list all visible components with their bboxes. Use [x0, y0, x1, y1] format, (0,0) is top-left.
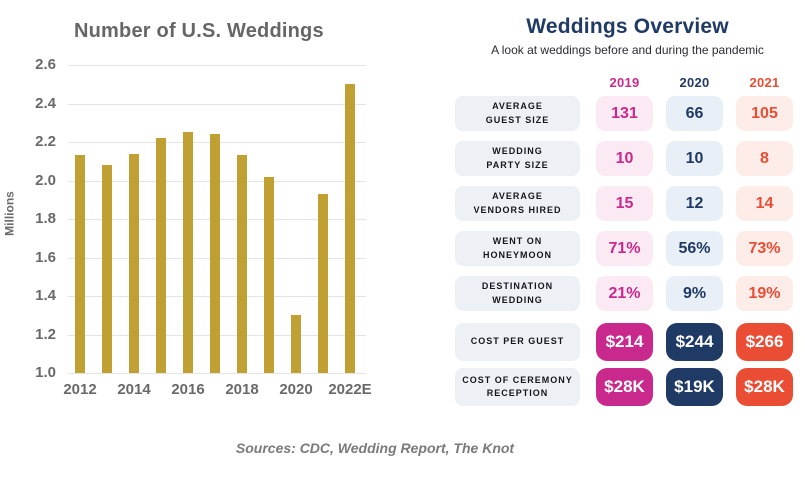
overview-title: Weddings Overview	[526, 15, 729, 38]
bar-2012	[75, 155, 85, 373]
value-cell-2019: 10	[596, 141, 653, 176]
value-cell-2020: 10	[666, 141, 723, 176]
row-label: DESTINATION WEDDING	[455, 276, 580, 311]
bar-2021	[318, 193, 328, 373]
row-label-line: WEDDING	[492, 146, 543, 157]
bar-2015	[156, 138, 166, 373]
y-tick-label: 1.4	[35, 287, 56, 304]
year-header-2020: 2020	[679, 75, 710, 90]
row-label-line: WEDDING	[492, 294, 543, 305]
bar-2016	[183, 132, 193, 373]
value-cell-2019: 15	[596, 186, 653, 221]
x-tick-label: 2022E	[328, 381, 372, 398]
bar-2014	[129, 153, 139, 373]
bar-2013	[102, 165, 112, 373]
y-tick-label: 2.6	[35, 56, 56, 73]
x-tick-label: 2018	[225, 381, 259, 398]
sources-text: Sources: CDC, Wedding Report, The Knot	[235, 440, 515, 456]
row-label-line: WENT ON	[492, 236, 543, 247]
x-tick-label: 2012	[63, 381, 97, 398]
row-label: AVERAGE VENDORS HIRED	[455, 186, 580, 221]
value-cell-2020: $19K	[666, 368, 723, 406]
value-cell-2021: $28K	[736, 368, 793, 406]
plot-area	[68, 65, 366, 374]
x-tick-label: 2016	[171, 381, 205, 398]
row-label-line: AVERAGE	[492, 101, 543, 112]
x-tick-label: 2020	[279, 381, 313, 398]
gridline	[68, 65, 366, 66]
row-label-line: HONEYMOON	[482, 249, 552, 260]
y-tick-label: 1.6	[35, 248, 56, 266]
bar-2019	[264, 176, 274, 373]
row-label-line: RECEPTION	[486, 388, 549, 398]
value-cell-2020: $244	[666, 323, 723, 361]
gridline	[68, 103, 366, 105]
row-label: WENT ON HONEYMOON	[455, 231, 580, 266]
value-cell-2020: 12	[666, 186, 723, 221]
y-tick-label: 1.8	[35, 210, 56, 227]
value-cell-2019: $28K	[596, 368, 653, 406]
row-label: AVERAGE GUEST SIZE	[455, 96, 580, 131]
value-cell-2021: $266	[736, 323, 793, 361]
row-label: COST OF CEREMONY RECEPTION	[455, 368, 580, 406]
bar-2018	[237, 155, 247, 373]
year-header-2021: 2021	[749, 75, 780, 90]
value-cell-2019: 71%	[596, 231, 653, 266]
bar-2022E	[345, 84, 355, 373]
row-label-line: AVERAGE	[492, 191, 543, 202]
value-cell-2020: 66	[666, 96, 723, 131]
y-tick-label: 2.4	[35, 94, 56, 112]
row-label: WEDDING PARTY SIZE	[455, 141, 580, 176]
row-label: COST PER GUEST	[455, 323, 580, 361]
row-label-line: DESTINATION	[481, 281, 554, 292]
y-tick-label: 2.2	[35, 133, 56, 150]
year-header-2019: 2019	[609, 75, 640, 90]
row-label-line: COST PER GUEST	[470, 336, 565, 347]
gridline	[68, 373, 366, 374]
value-cell-2019: 21%	[596, 276, 653, 311]
value-cell-2019: 131	[596, 96, 653, 131]
value-cell-2021: 105	[736, 96, 793, 131]
y-tick-label: 2.0	[35, 171, 56, 189]
value-cell-2021: 14	[736, 186, 793, 221]
bar-2020	[291, 315, 301, 373]
value-cell-2020: 56%	[666, 231, 723, 266]
y-tick-label: 1.0	[35, 364, 56, 381]
chart-title: Number of U.S. Weddings	[74, 20, 324, 42]
value-cell-2021: 19%	[736, 276, 793, 311]
y-tick-label: 1.2	[35, 325, 56, 343]
value-cell-2020: 9%	[666, 276, 723, 311]
row-label-line: GUEST SIZE	[485, 114, 550, 125]
x-tick-label: 2014	[117, 381, 151, 398]
row-label-line: VENDORS HIRED	[473, 204, 562, 215]
overview-subtitle: A look at weddings before and during the…	[491, 43, 764, 57]
row-label-line: COST OF CEREMONY	[462, 374, 573, 385]
value-cell-2021: 73%	[736, 231, 793, 266]
value-cell-2021: 8	[736, 141, 793, 176]
value-cell-2019: $214	[596, 323, 653, 361]
row-label-line: PARTY SIZE	[486, 159, 549, 170]
bar-2017	[210, 134, 220, 373]
